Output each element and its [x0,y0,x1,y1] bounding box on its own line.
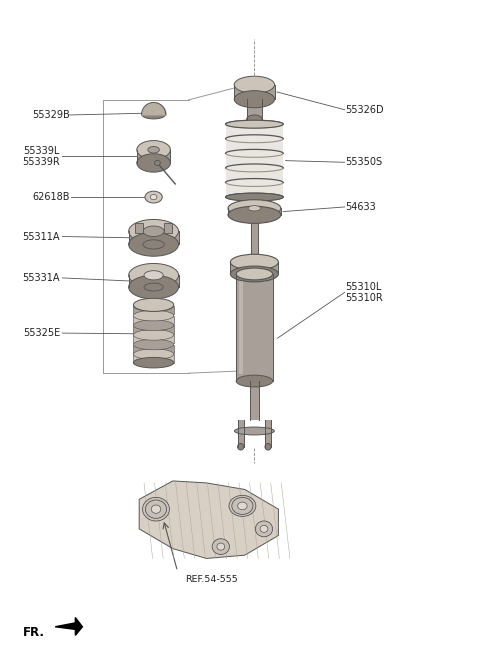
Text: 55311A: 55311A [23,231,60,242]
Ellipse shape [248,206,261,211]
Bar [133,315,174,324]
Ellipse shape [143,497,169,521]
Ellipse shape [133,357,174,368]
Polygon shape [55,618,83,635]
Ellipse shape [212,539,229,555]
Ellipse shape [236,268,273,280]
Bar [129,231,179,244]
Ellipse shape [144,283,163,291]
Bar [133,354,174,363]
Ellipse shape [234,76,275,93]
Ellipse shape [129,275,179,299]
Ellipse shape [133,320,174,330]
Bar [137,150,170,163]
Text: 55350S: 55350S [346,157,383,168]
Bar [250,381,259,420]
Ellipse shape [143,226,164,237]
Bar [239,281,243,374]
Bar [230,262,278,274]
Polygon shape [139,481,278,558]
Ellipse shape [129,233,179,256]
Text: 55326D: 55326D [346,104,384,115]
Ellipse shape [238,502,247,510]
Text: REF.54-555: REF.54-555 [185,575,238,584]
Bar [226,124,283,197]
Bar [234,85,275,99]
Ellipse shape [155,160,160,166]
Ellipse shape [247,115,262,123]
Ellipse shape [235,427,275,435]
Ellipse shape [232,497,253,514]
Bar [236,274,273,381]
Bar [265,420,271,447]
Bar [228,208,281,215]
Ellipse shape [143,240,164,249]
Ellipse shape [265,443,271,450]
Ellipse shape [133,301,174,311]
Bar [133,306,174,315]
Ellipse shape [230,266,278,282]
Ellipse shape [129,219,179,243]
Text: 55329B: 55329B [32,110,70,120]
Bar [133,344,174,353]
Ellipse shape [255,521,273,537]
Ellipse shape [228,206,281,223]
Text: 62618B: 62618B [32,192,70,202]
Ellipse shape [142,110,166,119]
Ellipse shape [133,349,174,359]
Ellipse shape [238,443,244,450]
Ellipse shape [229,495,256,516]
Ellipse shape [129,263,179,287]
Ellipse shape [148,147,159,153]
Ellipse shape [234,91,275,108]
Ellipse shape [230,254,278,270]
Bar [238,420,244,447]
Bar [133,325,174,334]
Text: FR.: FR. [23,625,45,639]
Ellipse shape [133,298,174,311]
Ellipse shape [133,310,174,321]
Ellipse shape [150,194,157,200]
Text: 55325E: 55325E [23,328,60,338]
FancyBboxPatch shape [164,223,172,233]
Ellipse shape [228,200,281,217]
FancyBboxPatch shape [135,223,143,233]
Ellipse shape [137,141,170,159]
Bar [247,99,262,119]
Ellipse shape [151,505,161,513]
Text: 55339L
55339R: 55339L 55339R [22,146,60,167]
Ellipse shape [145,191,162,203]
Ellipse shape [226,120,283,128]
Text: 54633: 54633 [346,202,376,212]
Ellipse shape [133,339,174,350]
Ellipse shape [226,193,283,201]
Ellipse shape [133,330,174,340]
Bar [251,218,258,266]
Bar [133,335,174,344]
Ellipse shape [137,154,170,172]
Ellipse shape [144,271,163,280]
Bar [129,275,179,287]
Ellipse shape [236,375,273,387]
Ellipse shape [217,543,225,550]
Ellipse shape [145,500,167,518]
Text: 55310L
55310R: 55310L 55310R [346,282,384,303]
Ellipse shape [260,526,268,532]
Text: 55331A: 55331A [23,273,60,283]
